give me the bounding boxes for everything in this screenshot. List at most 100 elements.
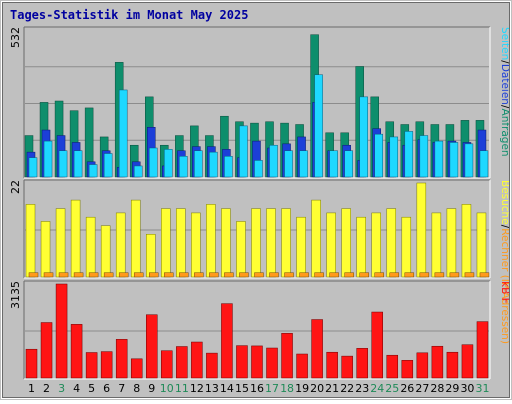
- bar-besuche: [371, 212, 381, 278]
- x-tick-label: 1: [28, 382, 35, 395]
- panel-top: 532 Seiten/Dateien/Anfragen: [9, 26, 511, 179]
- bar-seiten: [284, 150, 293, 178]
- bar-seiten: [28, 157, 38, 178]
- bar-besuche: [40, 221, 51, 278]
- x-tick-label: 9: [148, 382, 155, 395]
- x-tick-label: 31: [475, 382, 489, 395]
- panel-legend: kB F: [499, 281, 511, 304]
- bar-kb: [401, 360, 414, 379]
- bar-rechner: [118, 272, 129, 278]
- bar-seiten: [194, 150, 203, 178]
- legend-entry: Besuche: [499, 180, 511, 225]
- bar-besuche: [115, 212, 126, 278]
- x-tick-label: 18: [280, 382, 294, 395]
- bar-kb: [311, 319, 323, 379]
- x-tick-label: 20: [310, 382, 324, 395]
- bar-rechner: [179, 272, 189, 278]
- bar-kb: [100, 351, 113, 379]
- bar-kb: [130, 358, 143, 379]
- y-max-label: 532: [9, 27, 22, 48]
- bar-kb: [191, 341, 203, 379]
- x-tick-label: 30: [460, 382, 474, 395]
- bar-besuche: [446, 208, 457, 278]
- bar-besuche: [416, 182, 427, 278]
- legend-entry: /: [499, 105, 511, 109]
- bar-rechner: [103, 272, 114, 278]
- x-tick-label: 28: [430, 382, 444, 395]
- chart-panels: 532 Seiten/Dateien/Anfragen 22 Besuche / Rech…: [9, 26, 511, 380]
- bar-seiten: [103, 153, 113, 178]
- legend-entry: /: [499, 60, 511, 64]
- bar-kb: [371, 311, 383, 379]
- legend-entry: Rechner (IP-Adressen): [499, 228, 511, 344]
- x-tick-label: 10: [160, 382, 174, 395]
- bar-seiten: [43, 140, 53, 178]
- bar-seiten: [449, 142, 459, 178]
- panel-middle: 22 Besuche/Rechner (IP-Adressen): [9, 179, 511, 344]
- bar-kb: [431, 345, 444, 379]
- bar-kb: [476, 321, 489, 379]
- bar-besuche: [206, 204, 216, 278]
- bar-kb: [281, 333, 293, 379]
- bar-seiten: [133, 165, 143, 178]
- bar-rechner: [359, 272, 369, 278]
- bar-besuche: [266, 208, 276, 278]
- bar-kb: [55, 283, 68, 379]
- bar-kb: [461, 344, 474, 379]
- x-tick-label: 8: [133, 382, 140, 395]
- bar-seiten: [329, 150, 338, 178]
- x-tick-label: 17: [265, 382, 279, 395]
- frame-dark: [2, 2, 510, 398]
- bar-kb: [446, 351, 459, 379]
- bar-kb: [25, 348, 38, 379]
- x-tick-label: 5: [88, 382, 95, 395]
- bar-rechner: [419, 272, 430, 278]
- bar-seiten: [314, 74, 323, 178]
- bar-rechner: [329, 272, 339, 278]
- bar-kb: [85, 352, 98, 379]
- bar-seiten: [389, 136, 399, 178]
- bar-besuche: [236, 221, 246, 278]
- bar-besuche: [431, 212, 442, 278]
- x-tick-label: 4: [73, 382, 80, 395]
- bar-kb: [296, 353, 308, 379]
- panel-bottom: 3135 kB F: [9, 280, 511, 380]
- bar-seiten: [344, 150, 353, 178]
- bar-kb: [40, 322, 53, 379]
- bar-kb: [70, 324, 83, 379]
- bar-besuche: [386, 208, 397, 278]
- bar-seiten: [404, 131, 414, 178]
- bar-kb: [326, 351, 338, 379]
- bar-seiten: [73, 150, 83, 178]
- bar-kb: [356, 348, 368, 379]
- bar-seiten: [434, 140, 444, 178]
- bar-rechner: [434, 272, 445, 278]
- bar-kb: [236, 345, 248, 379]
- bar-rechner: [284, 272, 294, 278]
- bar-besuche: [146, 234, 156, 278]
- x-tick-label: 24: [370, 382, 384, 395]
- x-tick-label: 19: [295, 382, 309, 395]
- legend-entry: Dateien: [499, 64, 511, 105]
- bar-besuche: [55, 208, 66, 278]
- bar-besuche: [281, 208, 291, 278]
- legend-entry: Seiten: [499, 27, 511, 60]
- bar-rechner: [299, 272, 309, 278]
- bar-besuche: [311, 199, 321, 278]
- bar-besuche: [296, 216, 306, 278]
- x-tick-label: 3: [58, 382, 65, 395]
- bar-rechner: [194, 272, 204, 278]
- bar-besuche: [251, 208, 261, 278]
- bar-rechner: [464, 272, 475, 278]
- x-tick-label: 29: [445, 382, 459, 395]
- bar-besuche: [191, 212, 201, 278]
- y-max-label: 22: [9, 180, 22, 194]
- bar-rechner: [344, 272, 354, 278]
- legend-entry: Anfragen: [499, 109, 511, 157]
- bar-seiten: [164, 149, 173, 178]
- panel-legend: Seiten/Dateien/Anfragen: [499, 27, 511, 157]
- bar-kb: [206, 352, 218, 379]
- bar-seiten: [239, 125, 248, 178]
